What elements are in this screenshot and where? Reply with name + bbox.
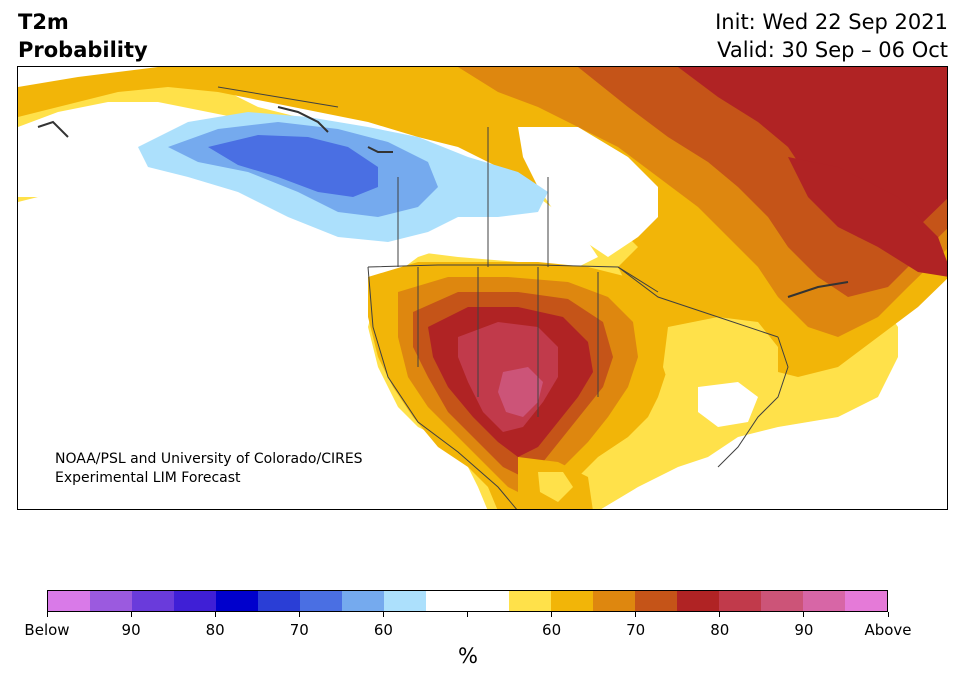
colorbar-tick <box>719 612 721 617</box>
colorbar-segment <box>845 591 888 611</box>
colorbar-segment <box>677 591 720 611</box>
colorbar-segment <box>467 591 510 611</box>
colorbar-segment <box>299 591 342 611</box>
valid-date: Valid: 30 Sep – 06 Oct <box>717 38 948 62</box>
colorbar-tick <box>298 612 300 617</box>
colorbar-tick-label: 80 <box>710 621 730 639</box>
colorbar-tick <box>887 612 889 617</box>
title-line-1: T2m <box>18 10 69 34</box>
colorbar-segment <box>425 591 468 611</box>
title-line-2: Probability <box>18 38 148 62</box>
colorbar-tick-label: 60 <box>373 621 393 639</box>
colorbar-segment <box>761 591 804 611</box>
colorbar-tick <box>382 612 384 617</box>
probability-map <box>17 66 948 510</box>
colorbar-segment <box>215 591 258 611</box>
credit-text: NOAA/PSL and University of Colorado/CIRE… <box>55 450 363 488</box>
colorbar-tick-label: 90 <box>794 621 814 639</box>
colorbar-tick <box>130 612 132 617</box>
map-borders <box>217 86 789 509</box>
colorbar-segment <box>383 591 426 611</box>
region-neutral-southeast <box>698 382 758 427</box>
region-below-80 <box>208 135 378 197</box>
colorbar-segment <box>635 591 678 611</box>
colorbar-tick <box>803 612 805 617</box>
region-above-98-us <box>498 367 543 417</box>
colorbar-tick-label: 60 <box>542 621 562 639</box>
colorbar-segment <box>257 591 300 611</box>
colorbar-tick-label: Above <box>864 621 912 639</box>
colorbar-segment <box>48 591 90 611</box>
colorbar-tick <box>214 612 216 617</box>
colorbar-tick-label: 80 <box>205 621 225 639</box>
credit-line-1: NOAA/PSL and University of Colorado/CIRE… <box>55 451 363 467</box>
colorbar-segment <box>509 591 552 611</box>
region-above-90-labrador <box>788 157 947 277</box>
colorbar-tick-label: 70 <box>626 621 646 639</box>
colorbar-segment <box>719 591 762 611</box>
init-date: Init: Wed 22 Sep 2021 <box>715 10 948 34</box>
colorbar-tick-label: 90 <box>121 621 141 639</box>
colorbar-tick <box>46 612 48 617</box>
colorbar-segment <box>89 591 132 611</box>
lakes-rivers <box>37 106 849 298</box>
colorbar-tick <box>551 612 553 617</box>
colorbar-tick-label: Below <box>24 621 70 639</box>
chart-title: T2m Probability <box>18 8 148 64</box>
colorbar-tick-label: 70 <box>289 621 309 639</box>
credit-line-2: Experimental LIM Forecast <box>55 470 241 486</box>
colorbar-tick <box>467 612 468 617</box>
colorbar-tick <box>635 612 637 617</box>
colorbar-segment <box>803 591 846 611</box>
region-above-50-mexico <box>538 472 573 502</box>
forecast-dates: Init: Wed 22 Sep 2021 Valid: 30 Sep – 06… <box>715 8 948 64</box>
colorbar-segment <box>341 591 384 611</box>
colorbar-segment <box>173 591 216 611</box>
colorbar-segment <box>551 591 594 611</box>
colorbar <box>47 590 888 612</box>
colorbar-unit-label: % <box>458 644 478 668</box>
map-svg <box>18 67 947 509</box>
colorbar-segment <box>131 591 174 611</box>
colorbar-segment <box>593 591 636 611</box>
region-neutral-hudson <box>518 127 658 257</box>
